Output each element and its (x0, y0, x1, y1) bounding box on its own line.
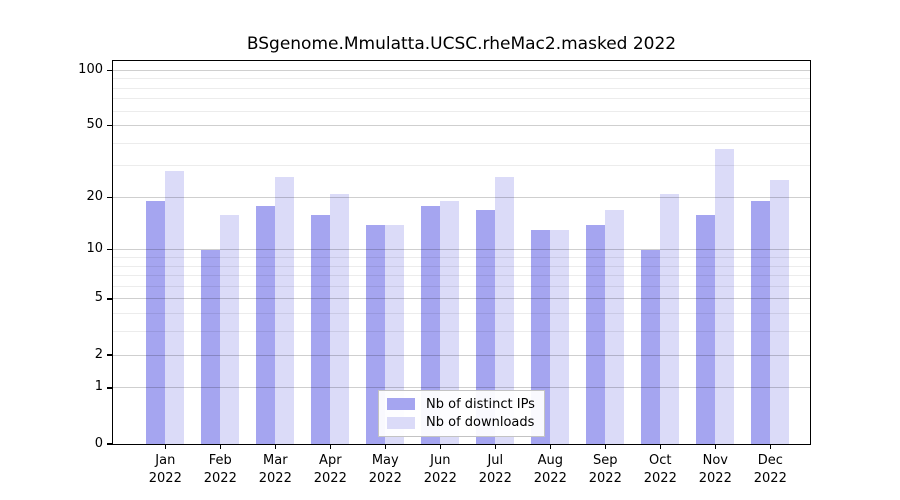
x-axis-label: Jan 2022 (148, 453, 182, 486)
y-axis-tick (107, 443, 113, 445)
gridline-major (113, 69, 810, 71)
plot-area (112, 60, 811, 445)
bar-distinct-ips (751, 201, 771, 444)
bar-downloads (660, 193, 680, 444)
y-axis-tick (107, 196, 113, 199)
x-axis-tick (549, 444, 551, 449)
x-axis-label: Jul 2022 (478, 453, 512, 486)
y-axis-tick-label: 10 (86, 241, 103, 257)
y-axis-tick-label: 50 (86, 117, 103, 132)
y-axis-tick (107, 387, 113, 389)
gridline-major (113, 249, 810, 251)
bar-distinct-ips (311, 214, 331, 444)
bar-downloads (495, 177, 515, 444)
legend-item-distinct-ips: Nb of distinct IPs (387, 397, 536, 412)
legend-label-distinct-ips: Nb of distinct IPs (426, 396, 535, 412)
x-axis-label: Sep 2022 (588, 453, 622, 486)
gridline-minor (113, 110, 810, 112)
y-axis-tick (107, 124, 113, 127)
gridline-minor (113, 313, 810, 315)
x-axis-label: Oct 2022 (643, 453, 677, 486)
bar-downloads (715, 149, 735, 444)
x-axis-tick (329, 444, 331, 449)
bar-distinct-ips (586, 224, 606, 444)
x-axis-tick (219, 444, 221, 449)
gridline-major (113, 196, 810, 198)
x-axis-label: Jun 2022 (423, 453, 457, 486)
legend-label-downloads: Nb of downloads (426, 415, 535, 431)
bar-downloads (385, 224, 405, 444)
x-axis-label: Aug 2022 (533, 453, 567, 486)
bar-downloads (605, 209, 625, 444)
bar-downloads (165, 171, 185, 444)
gridline-minor (113, 285, 810, 287)
gridline-minor (113, 275, 810, 277)
bar-distinct-ips (366, 224, 386, 444)
y-axis-tick-label: 1 (94, 379, 103, 395)
bar-distinct-ips (256, 205, 276, 444)
gridline-major (113, 354, 810, 356)
y-axis-tick (107, 298, 113, 300)
legend: Nb of distinct IPs Nb of downloads (378, 390, 545, 437)
gridline-major (113, 125, 810, 126)
x-axis-label: Apr 2022 (313, 453, 347, 486)
y-axis-tick (107, 354, 113, 356)
bar-distinct-ips (146, 201, 166, 444)
y-axis-tick (107, 249, 113, 251)
y-axis-tick-label: 0 (94, 435, 103, 451)
gridline-major (113, 298, 810, 300)
bar-downloads (550, 230, 570, 444)
bar-downloads (275, 177, 295, 444)
bar-distinct-ips (641, 249, 661, 444)
gridline-minor (113, 257, 810, 258)
chart-title: BSgenome.Mmulatta.UCSC.rheMac2.masked 20… (246, 34, 677, 54)
bar-distinct-ips (201, 249, 221, 444)
bar-distinct-ips (476, 209, 496, 444)
bar-distinct-ips (696, 214, 716, 444)
y-axis-tick-label: 20 (86, 188, 103, 204)
legend-swatch-downloads-icon (387, 416, 415, 429)
x-axis-tick (494, 444, 496, 449)
gridline-minor (113, 265, 810, 267)
x-axis-label: Nov 2022 (698, 453, 732, 486)
legend-swatch-distinct-ips-icon (387, 398, 415, 411)
gridline-minor (113, 165, 810, 167)
bar-downloads (220, 214, 240, 444)
bar-downloads (330, 193, 350, 444)
gridline-minor (113, 98, 810, 100)
x-axis-label: Mar 2022 (258, 453, 292, 486)
y-axis-tick-label: 5 (94, 290, 103, 306)
x-axis-label: Dec 2022 (753, 453, 787, 486)
x-axis-tick (384, 444, 386, 449)
gridline-minor (113, 142, 810, 144)
bar-downloads (770, 180, 790, 444)
legend-item-downloads: Nb of downloads (387, 415, 536, 430)
x-axis-tick (274, 444, 276, 449)
x-axis-tick (714, 444, 716, 449)
x-axis-tick (659, 444, 661, 449)
x-axis-tick (439, 444, 441, 449)
y-axis-tick-label: 2 (94, 346, 103, 362)
gridline-minor (113, 87, 810, 89)
x-axis-label: May 2022 (368, 453, 402, 486)
x-axis-tick (604, 444, 606, 449)
x-axis-tick (769, 444, 771, 449)
y-axis-tick-label: 100 (78, 61, 103, 77)
bar-downloads (440, 201, 460, 444)
gridline-minor (113, 78, 810, 80)
y-axis-tick (107, 69, 113, 71)
gridline-minor (113, 331, 810, 333)
x-axis-tick (164, 444, 166, 449)
x-axis-label: Feb 2022 (203, 453, 237, 486)
bar-distinct-ips (421, 205, 441, 444)
gridline-major (113, 387, 810, 389)
